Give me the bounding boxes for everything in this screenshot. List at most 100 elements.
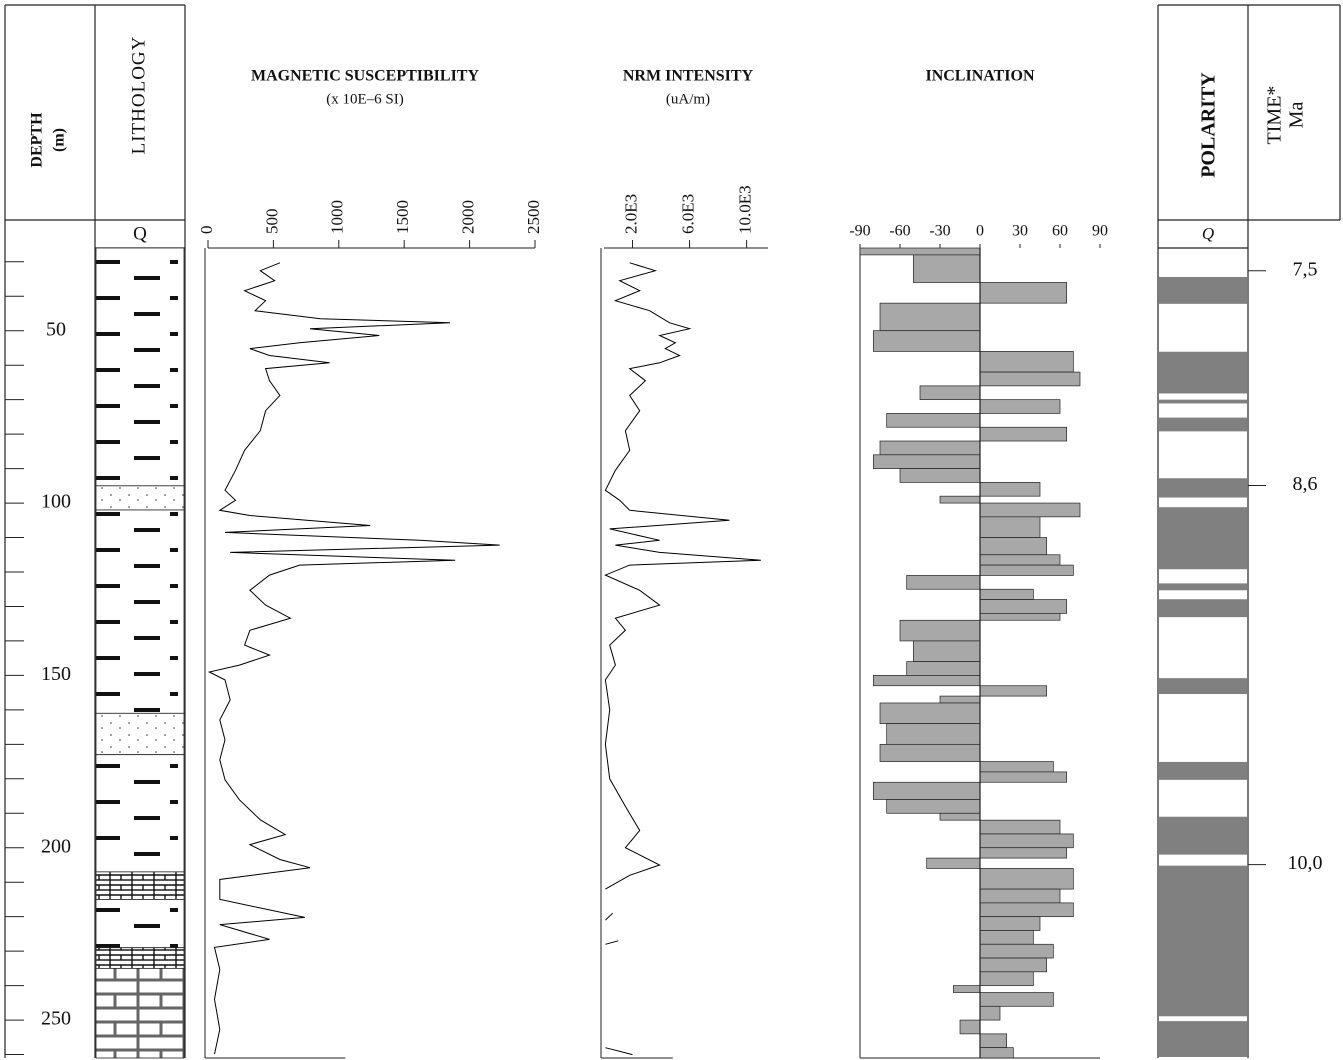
data-line bbox=[207, 262, 500, 1055]
x-tick-label: -60 bbox=[889, 223, 910, 240]
depth-title: DEPTH bbox=[29, 112, 46, 168]
inclination-bar bbox=[906, 661, 981, 676]
lithology-title: LITHOLOGY bbox=[128, 36, 149, 155]
x-tick-label: -90 bbox=[849, 223, 870, 240]
y-tick-label: 250 bbox=[41, 1008, 71, 1030]
inclination-bar bbox=[939, 695, 981, 704]
inclination-bar bbox=[979, 930, 1034, 945]
lithology-layer bbox=[95, 967, 185, 1059]
inclination-bar bbox=[906, 575, 981, 590]
inclination-bar bbox=[979, 888, 1061, 904]
inclination-bar bbox=[899, 468, 981, 483]
lithology-layer bbox=[95, 485, 185, 511]
normal-polarity bbox=[1159, 678, 1247, 695]
inclination-bar bbox=[879, 440, 981, 456]
inclination-bar bbox=[886, 413, 981, 428]
time-title: TIME* bbox=[1264, 86, 1286, 145]
lithology-layer bbox=[95, 247, 185, 487]
inclination-bar bbox=[886, 799, 981, 814]
x-tick-label: 2500 bbox=[524, 200, 543, 234]
lithology-layer bbox=[95, 899, 185, 949]
inclination-bar bbox=[979, 957, 1048, 973]
y-tick-label: 50 bbox=[46, 318, 66, 340]
ms-title: MAGNETIC SUSCEPTIBILITY bbox=[251, 68, 480, 85]
inclination-bar bbox=[979, 537, 1048, 556]
inclination-bar bbox=[939, 495, 981, 504]
inclination-bar bbox=[979, 1047, 1014, 1059]
inclination-bar bbox=[872, 454, 981, 469]
normal-polarity bbox=[1159, 417, 1247, 432]
normal-polarity bbox=[1159, 583, 1247, 591]
normal-polarity bbox=[1159, 761, 1247, 780]
ms-subtitle: (x 10E–6 SI) bbox=[326, 91, 404, 107]
inclination-bar bbox=[979, 351, 1074, 373]
time-tick-label: 10,0 bbox=[1288, 852, 1323, 874]
x-tick-label: 1000 bbox=[328, 200, 347, 234]
inclination-bar bbox=[979, 902, 1074, 918]
inclination-bar bbox=[979, 502, 1081, 518]
x-tick-label: 2.0E3 bbox=[621, 194, 640, 234]
nrm-title: NRM INTENSITY bbox=[623, 68, 754, 85]
normal-polarity bbox=[1159, 351, 1247, 394]
data-line bbox=[604, 262, 761, 1056]
x-tick-label: 10.0E3 bbox=[736, 185, 755, 234]
lithology-layer bbox=[95, 871, 185, 900]
inclination-bar bbox=[859, 247, 981, 256]
inclination-bar bbox=[979, 943, 1054, 959]
inclination-bar bbox=[872, 675, 981, 687]
inclination-bar bbox=[872, 781, 981, 800]
lithology-label: Q bbox=[133, 223, 147, 244]
normal-polarity bbox=[1159, 276, 1247, 304]
y-tick-label: 200 bbox=[41, 835, 71, 857]
inclination-bar bbox=[926, 857, 981, 869]
inclination-bar bbox=[886, 723, 981, 745]
inclination-bar bbox=[879, 743, 981, 762]
inclination-bar bbox=[979, 971, 1034, 986]
inclination-bar bbox=[979, 761, 1054, 773]
inclination-bar bbox=[979, 992, 1054, 1007]
normal-polarity bbox=[1159, 507, 1247, 570]
y-tick-label: 150 bbox=[41, 663, 71, 685]
time-tick-label: 7,5 bbox=[1293, 258, 1318, 280]
inclination-bar bbox=[979, 868, 1074, 890]
inclination-bar bbox=[979, 426, 1068, 442]
inclination-bar bbox=[979, 1033, 1008, 1049]
inclination-bar bbox=[979, 771, 1068, 783]
inclination-bar bbox=[979, 399, 1061, 414]
inclination-bar bbox=[979, 833, 1074, 849]
inclination-bar bbox=[979, 371, 1081, 387]
x-tick-label: 500 bbox=[262, 209, 281, 235]
inclination-bar bbox=[979, 1005, 1001, 1021]
lithology-layer bbox=[95, 712, 185, 756]
x-tick-label: 0 bbox=[197, 226, 216, 235]
x-tick-label: 1500 bbox=[393, 200, 412, 234]
inclination-bar bbox=[912, 254, 981, 283]
inclination-title: INCLINATION bbox=[925, 68, 1035, 85]
time-tick-label: 8,6 bbox=[1293, 473, 1318, 495]
normal-polarity bbox=[1159, 816, 1247, 855]
x-tick-label: 90 bbox=[1092, 223, 1108, 240]
right-frame bbox=[1157, 4, 1341, 1058]
inclination-bar bbox=[979, 916, 1041, 931]
lithology-layer bbox=[95, 754, 185, 873]
normal-polarity bbox=[1159, 399, 1247, 404]
normal-polarity bbox=[1159, 599, 1247, 618]
lithology-layer bbox=[95, 947, 185, 969]
inclination-bar bbox=[979, 588, 1034, 600]
inclination-bar bbox=[979, 282, 1068, 304]
inclination-bar bbox=[899, 619, 981, 642]
x-tick-label: 0 bbox=[976, 223, 984, 240]
lithology-layer bbox=[95, 509, 185, 714]
inclination-bar bbox=[952, 985, 981, 993]
inclination-bar bbox=[872, 330, 981, 352]
inclination-bar bbox=[979, 482, 1041, 497]
normal-polarity bbox=[1159, 478, 1247, 498]
inclination-bar bbox=[979, 554, 1061, 566]
x-tick-label: 6.0E3 bbox=[678, 194, 697, 234]
nrm-subtitle: (uA/m) bbox=[666, 91, 710, 107]
x-tick-label: 30 bbox=[1012, 223, 1028, 240]
inclination-bar bbox=[979, 599, 1068, 614]
depth-unit: (m) bbox=[51, 128, 68, 152]
inclination-bar bbox=[919, 385, 981, 401]
